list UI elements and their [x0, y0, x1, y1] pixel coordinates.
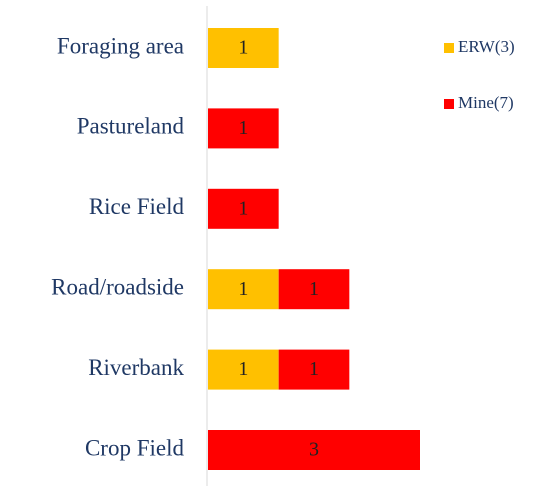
bar-segment [208, 269, 279, 310]
value-label: 1 [238, 117, 248, 139]
value-label: 1 [309, 278, 319, 300]
bar-segment [278, 269, 350, 310]
value-label: 1 [238, 197, 248, 219]
legend-swatch [444, 43, 454, 53]
category-label: Foraging area [57, 33, 184, 58]
bar-segment [208, 349, 279, 390]
legend-label: ERW(3) [458, 37, 515, 56]
value-label: 1 [238, 358, 248, 380]
category-label: Rice Field [89, 194, 185, 219]
bar-segment [208, 108, 279, 149]
category-label: Road/roadside [51, 274, 184, 299]
legend-label: Mine(7) [458, 93, 514, 112]
bar-segment [208, 28, 279, 68]
value-label: 1 [309, 358, 319, 380]
category-label: Riverbank [88, 355, 184, 380]
bar-segment [208, 430, 420, 470]
value-label: 3 [309, 439, 319, 461]
value-label: 1 [238, 278, 248, 300]
category-label: Crop Field [85, 435, 185, 460]
legend-swatch [444, 99, 454, 109]
bar-segment [208, 188, 279, 229]
value-label: 1 [238, 37, 248, 59]
bar-segment [278, 349, 350, 390]
category-label: Pastureland [77, 114, 185, 139]
